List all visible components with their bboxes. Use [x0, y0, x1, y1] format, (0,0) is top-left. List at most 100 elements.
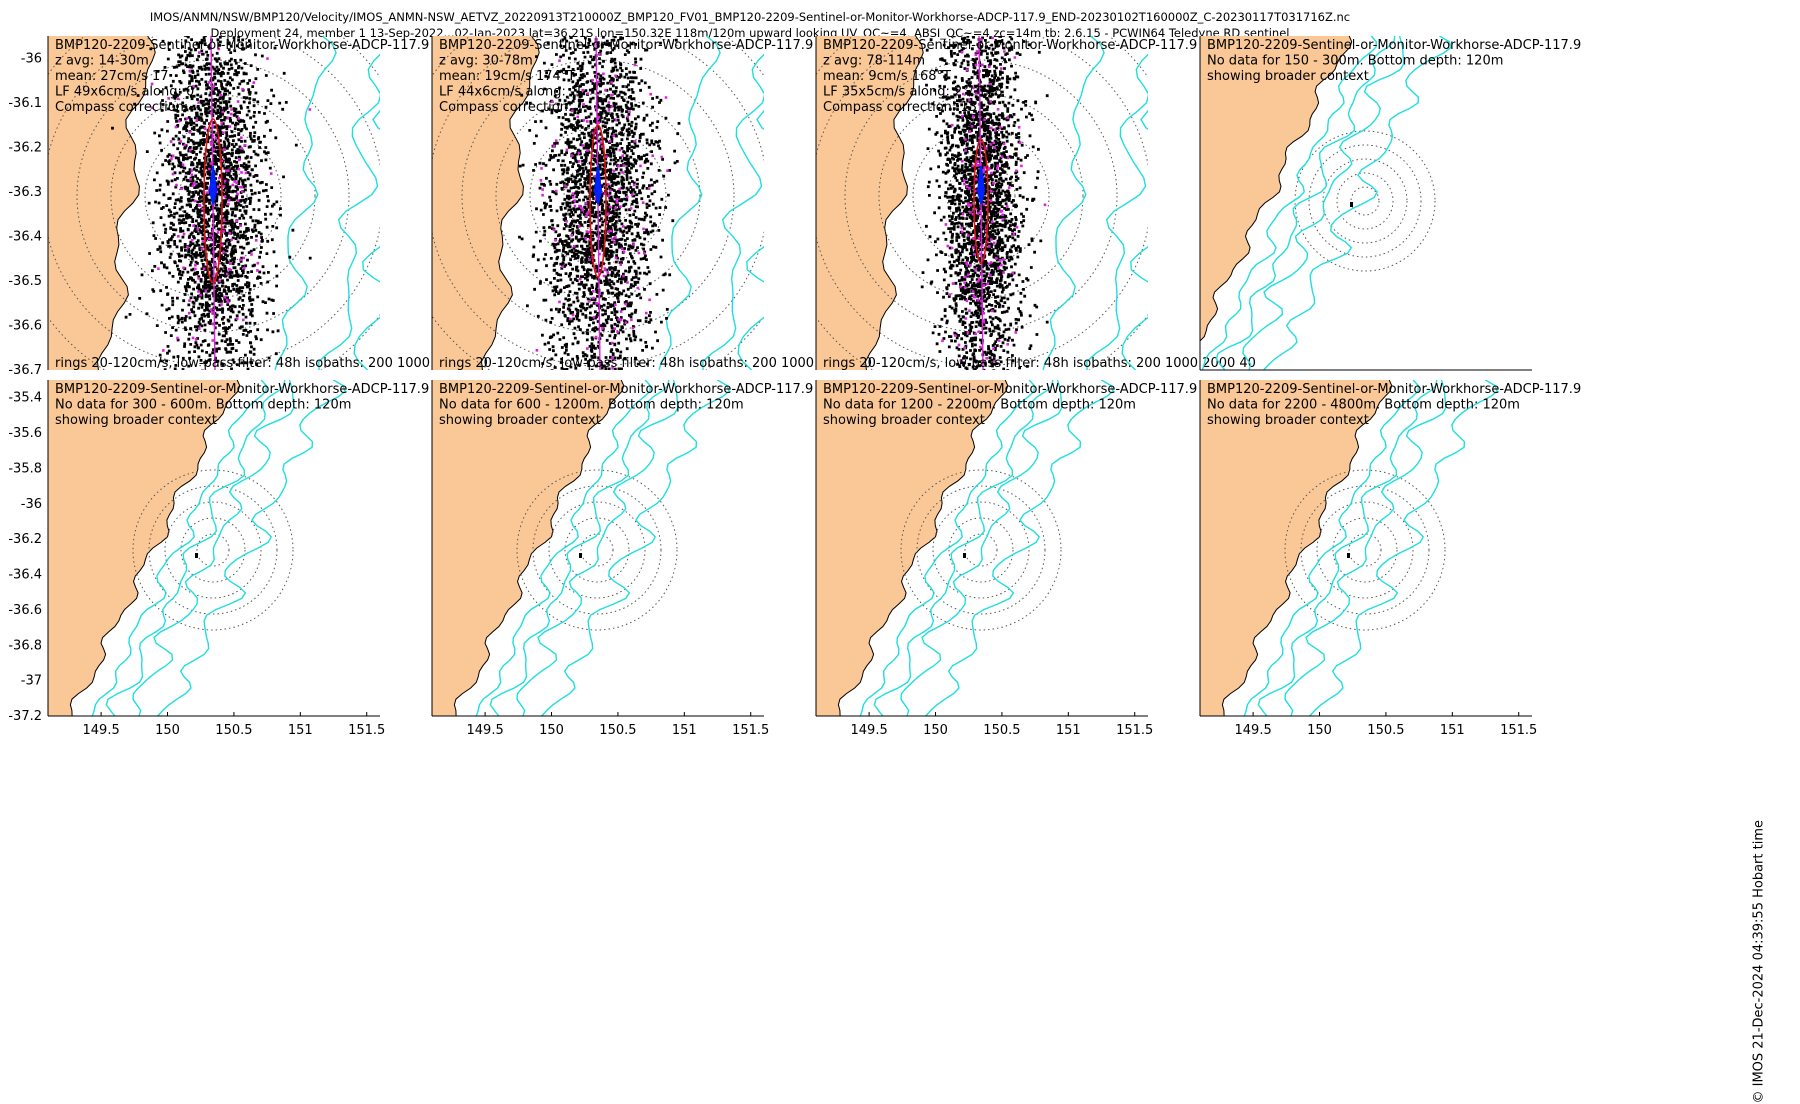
panel-top-4-isobath-3 — [1242, 36, 1405, 370]
panel-top-1-velocity-scatter — [111, 36, 312, 370]
panel-bottom-2-site-marker — [579, 553, 582, 558]
panel-top-4-annotation-3: showing broader context — [1207, 69, 1369, 84]
panel-bottom-1: BMP120-2209-Sentinel-or-Monitor-Workhors… — [8, 380, 429, 738]
panel-top-3: rings 20-120cm/s, low-pass filter: 48h i… — [815, 36, 1256, 371]
panel-bottom-2-annotation-2: No data for 600 - 1200m. Bottom depth: 1… — [439, 398, 744, 413]
panel-top-2-ring-3 — [495, 93, 701, 299]
panel-bottom-2-ring-4 — [532, 485, 662, 615]
panel-bottom-3-coastline — [837, 380, 1009, 716]
panel-bottom-2-coastline — [453, 380, 625, 716]
panel-top-4-ring-1 — [1350, 186, 1380, 216]
panel-bottom-1-isobath-2 — [105, 380, 286, 716]
panel-bottom-3-ring-3 — [932, 501, 1030, 599]
panel-bottom-3-annotation-1: BMP120-2209-Sentinel-or-Monitor-Workhors… — [823, 382, 1197, 397]
bottom-ytick-8: -36.8 — [8, 638, 42, 653]
panel-top-4-annotation-1: BMP120-2209-Sentinel-or-Monitor-Workhors… — [1207, 38, 1581, 53]
panel-top-3-land — [816, 36, 924, 370]
panel-bottom-2-isobath-2 — [489, 380, 670, 716]
panel-bottom-3-annotation-2: No data for 1200 - 2200m. Bottom depth: … — [823, 398, 1136, 413]
panel-top-3-ring-4 — [844, 59, 1118, 333]
panel-top-1-lowpass-points — [150, 47, 312, 370]
panel-bottom-1-xtick-5: 151.5 — [348, 723, 385, 738]
bottom-ytick-10: -37.2 — [8, 709, 42, 724]
panel-bottom-4-annotation-1: BMP120-2209-Sentinel-or-Monitor-Workhors… — [1207, 382, 1581, 397]
panel-top-1-isobath-2 — [318, 53, 380, 370]
panel-top-3-annotation-2: z avg: 78-114m — [823, 54, 925, 69]
panel-bottom-2-xtick-4: 151 — [672, 723, 697, 738]
panel-top-1-annotation-4: LF 49x6cm/s along: 0 — [55, 85, 194, 100]
panel-bottom-1-xtick-4: 151 — [288, 723, 313, 738]
panel-bottom-3-isobath-3 — [900, 380, 1063, 716]
top-ytick-1: -36 — [21, 51, 42, 66]
panel-bottom-4-isobath-1 — [1243, 380, 1420, 716]
panel-top-4-ring-5 — [1294, 130, 1436, 272]
panel-top-3-mean-vector — [976, 165, 986, 205]
bottom-ytick-6: -36.4 — [8, 568, 42, 583]
panel-bottom-4-xtick-1: 149.5 — [1235, 723, 1272, 738]
panel-bottom-2-isobath-3 — [516, 380, 679, 716]
panel-bottom-4-plot-area — [1200, 380, 1499, 716]
panel-top-1-coastline — [96, 36, 156, 370]
panel-top-2-isobath-1 — [658, 36, 721, 370]
panel-bottom-1-annotation-1: BMP120-2209-Sentinel-or-Monitor-Workhors… — [55, 382, 429, 397]
panel-bottom-3-site-marker — [963, 553, 966, 558]
panel-bottom-2-xtick-5: 151.5 — [732, 723, 769, 738]
panel-top-2-land — [432, 36, 540, 370]
panel-top-3-ring-3 — [878, 93, 1084, 299]
panel-top-2-ring-4 — [461, 59, 735, 333]
panel-top-3-ring-1 — [946, 161, 1016, 231]
panel-top-4-coastline — [1200, 36, 1353, 342]
panel-top-1-ring-5 — [48, 36, 380, 367]
panel-top-4-plot-area — [1200, 36, 1453, 370]
panel-top-4-isobath-2 — [1215, 36, 1396, 370]
panel-bottom-1-annotation-3: showing broader context — [55, 413, 217, 428]
panel-top-1-annotation-3: mean: 27cm/s 17 — [55, 69, 169, 84]
top-ytick-8: -36.7 — [8, 363, 42, 378]
panel-top-1-mean-vector — [208, 165, 218, 205]
panel-top-1-ring-3 — [110, 93, 316, 299]
panel-bottom-4: BMP120-2209-Sentinel-or-Monitor-Workhors… — [1199, 380, 1581, 738]
panel-top-3-variance-ellipse — [973, 138, 989, 264]
panel-top-1-plot-area — [48, 36, 380, 370]
panel-bottom-1-site-marker — [195, 553, 198, 558]
panel-top-1-ring-2 — [144, 127, 282, 265]
panel-top-3-rings-note: rings 20-120cm/s, low-pass filter: 48h i… — [823, 356, 1256, 371]
panel-top-3-annotation-4: LF 35x5cm/s along: 2°/-178 — [823, 85, 1003, 100]
panel-top-4-isobath-4 — [1263, 36, 1453, 370]
panel-top-2-annotation-2: z avg: 30-78m — [439, 54, 533, 69]
panel-top-1: rings 20-120cm/s, low-pass filter: 48h i… — [8, 36, 488, 378]
panel-top-3-annotation-5: Compass correction: 13 — [823, 100, 977, 115]
panel-bottom-1-annotation-2: No data for 300 - 600m. Bottom depth: 12… — [55, 398, 351, 413]
panel-top-2-ring-5 — [432, 36, 764, 367]
figure-canvas: rings 20-120cm/s, low-pass filter: 48h i… — [8, 36, 1581, 738]
panel-bottom-1-ring-1 — [196, 533, 230, 567]
panel-top-3-coastline — [864, 36, 924, 370]
panel-bottom-4-isobath-3 — [1284, 380, 1447, 716]
panel-bottom-2: BMP120-2209-Sentinel-or-Monitor-Workhors… — [431, 380, 813, 738]
panel-bottom-1-xtick-1: 149.5 — [83, 723, 120, 738]
panel-bottom-3-annotation-3: showing broader context — [823, 413, 985, 428]
top-ytick-2: -36.1 — [8, 96, 42, 111]
panel-bottom-1-coastline — [69, 380, 241, 716]
panel-bottom-3-xtick-2: 150 — [923, 723, 948, 738]
panel-top-3-isobath-3 — [1121, 110, 1148, 370]
panel-bottom-1-isobath-4 — [157, 380, 347, 716]
panel-bottom-4-annotation-3: showing broader context — [1207, 413, 1369, 428]
figure-title: IMOS/ANMN/NSW/BMP120/Velocity/IMOS_ANMN-… — [149, 10, 1351, 24]
panel-top-4-ring-4 — [1308, 144, 1422, 258]
panel-bottom-2-xtick-2: 150 — [539, 723, 564, 738]
panel-bottom-2-ring-3 — [548, 501, 646, 599]
panel-bottom-4-site-marker — [1347, 553, 1350, 558]
panel-top-1-annotation-2: z avg: 14-30m — [55, 54, 149, 69]
panel-bottom-2-isobath-1 — [475, 380, 652, 716]
panel-top-3-plot-area — [816, 36, 1148, 370]
panel-bottom-4-ring-1 — [1348, 533, 1382, 567]
panel-bottom-4-xtick-3: 150.5 — [1367, 723, 1404, 738]
panel-bottom-4-xtick-5: 151.5 — [1500, 723, 1537, 738]
panel-bottom-3-isobath-4 — [925, 380, 1115, 716]
panel-top-1-ring-4 — [76, 59, 350, 333]
panel-bottom-2-land — [432, 380, 624, 716]
panel-bottom-4-isobath-4 — [1309, 380, 1499, 716]
panel-bottom-1-land — [48, 380, 240, 716]
panel-bottom-3-ring-1 — [964, 533, 998, 567]
